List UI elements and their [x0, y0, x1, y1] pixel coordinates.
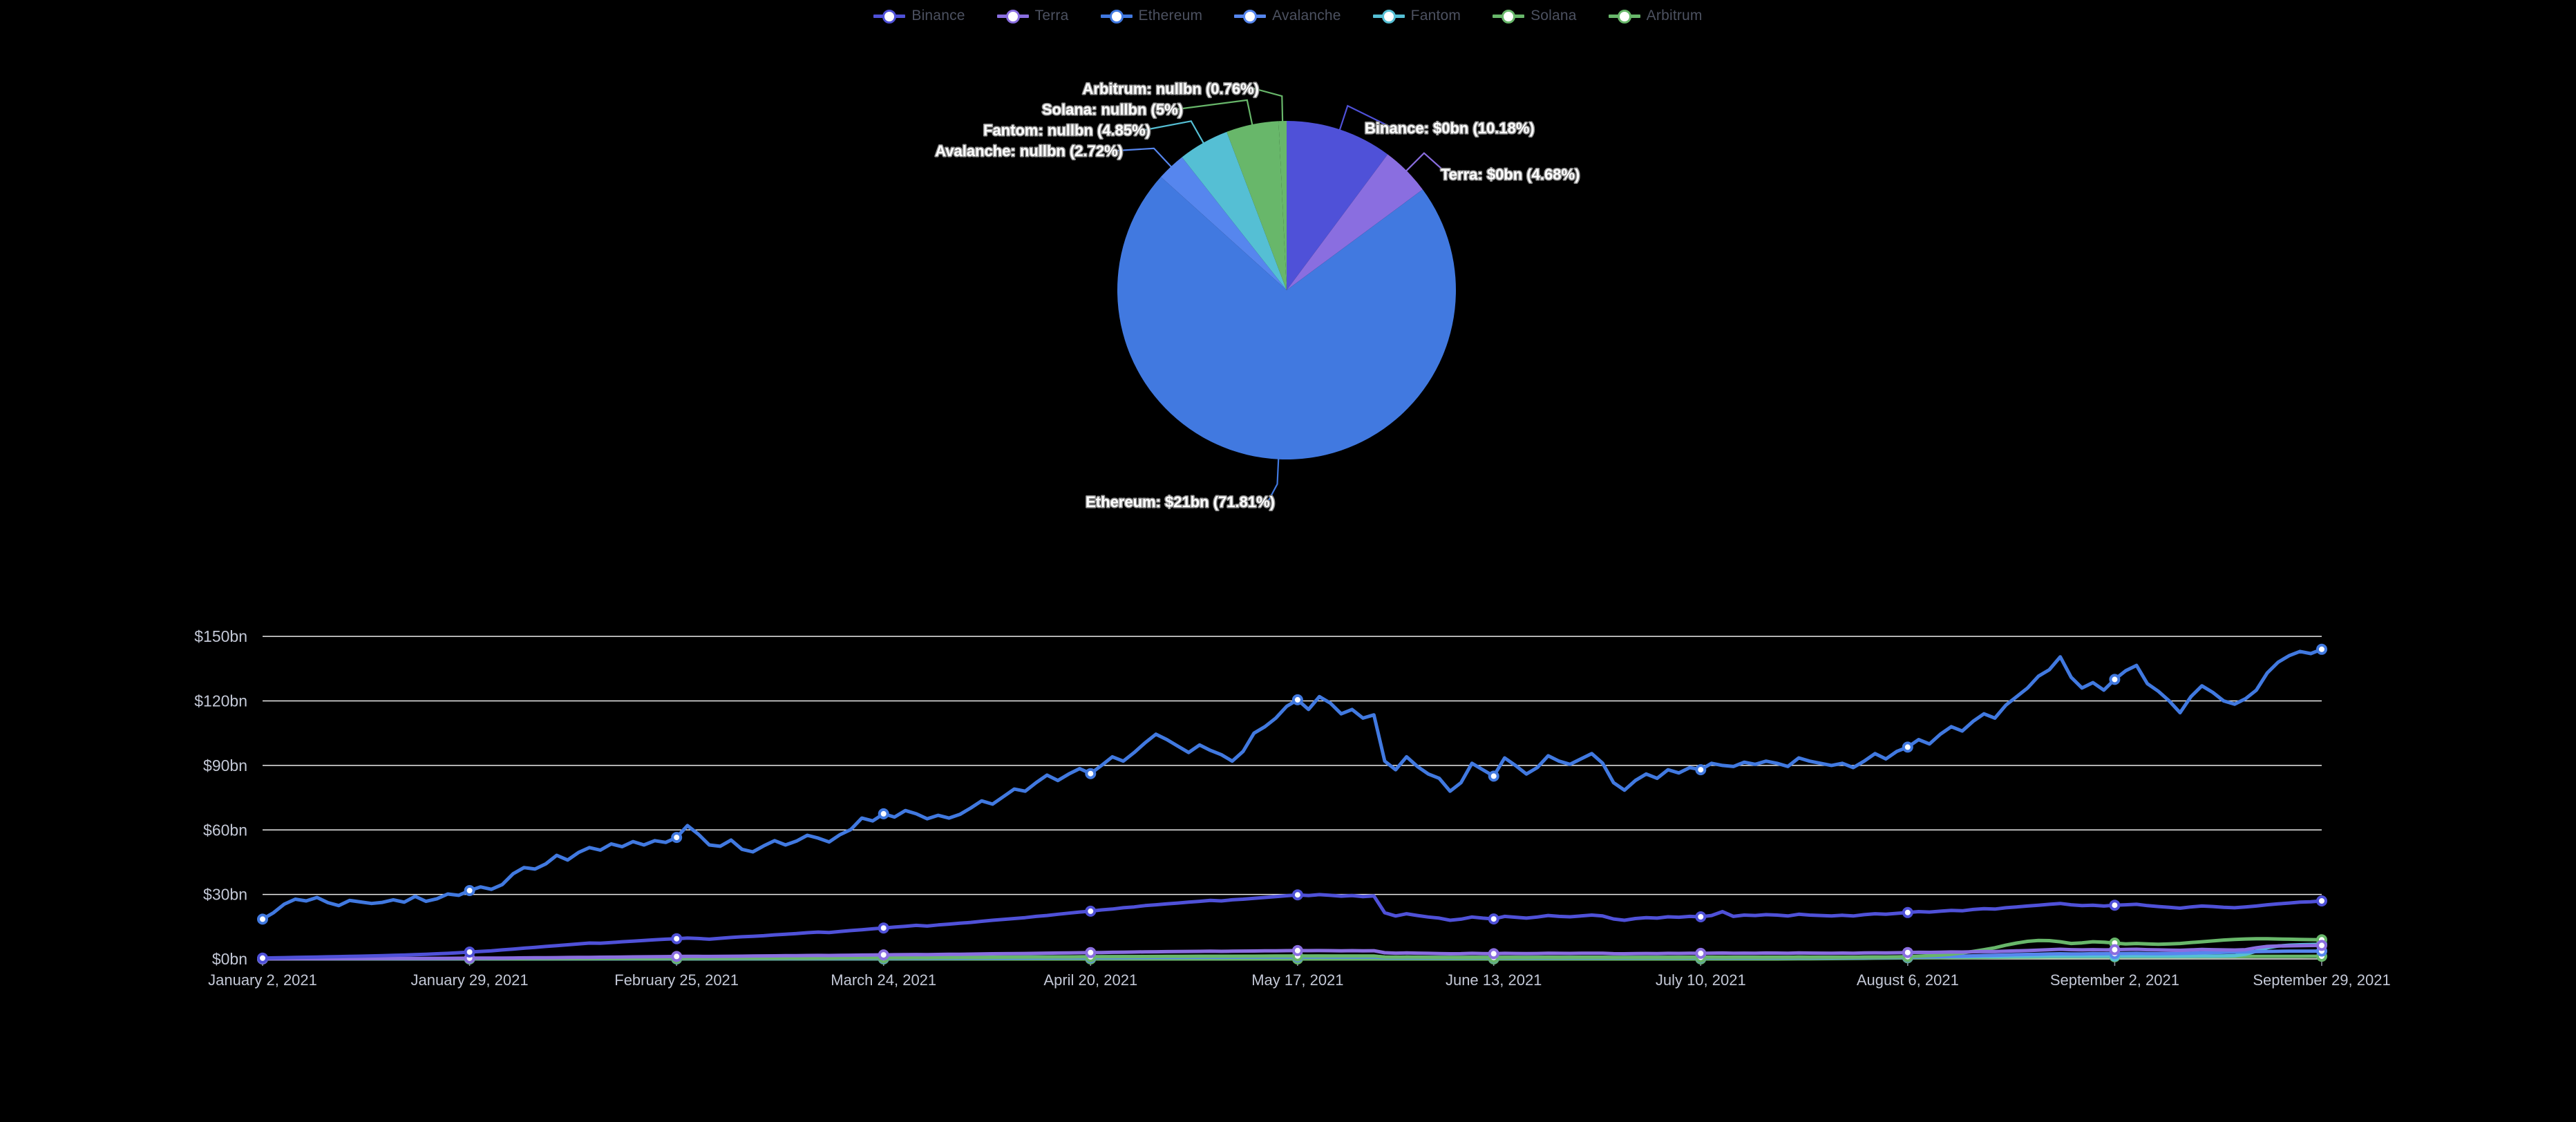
x-axis-tick-label: June 13, 2021 — [1446, 971, 1542, 989]
y-axis-tick-label: $90bn — [203, 757, 247, 774]
legend-item-label: Terra — [1034, 8, 1069, 23]
pie-leader-line — [1338, 104, 1393, 133]
pie-leader-line — [1267, 456, 1280, 502]
y-axis-tick-label: $30bn — [203, 886, 247, 904]
data-point-marker[interactable] — [671, 933, 683, 944]
y-axis-tick-label: $120bn — [194, 692, 247, 710]
series-marker-icon — [1608, 8, 1640, 23]
data-point-marker[interactable] — [1291, 694, 1303, 705]
legend-item-binance[interactable]: Binance — [873, 8, 965, 24]
series-marker-icon — [1234, 8, 1267, 23]
series-marker-icon — [873, 8, 906, 23]
series-marker-icon — [1493, 8, 1525, 23]
pie-slice-ethereum[interactable] — [1117, 177, 1456, 459]
pie-chart-panel: Binance: $0bn (10.18%) Terra: $0bn (4.68%… — [0, 28, 2576, 511]
x-axis-tick-label: April 20, 2021 — [1043, 971, 1137, 989]
pie-slice-label-fantom: Fantom: nullbn (4.85%) — [983, 122, 1150, 139]
x-axis-tick-label: March 24, 2021 — [831, 971, 936, 989]
pie-slice-label-solana: Solana: nullbn (5%) — [1042, 101, 1183, 118]
data-point-marker[interactable] — [878, 922, 889, 934]
legend-item-label: Avalanche — [1272, 8, 1341, 23]
data-point-marker[interactable] — [2109, 900, 2121, 911]
legend-item-label: Ethereum — [1138, 8, 1203, 23]
y-axis-tick-label: $60bn — [203, 821, 247, 839]
data-point-marker[interactable] — [671, 951, 683, 962]
data-point-marker[interactable] — [2109, 674, 2121, 685]
line-series-binance — [261, 893, 2324, 960]
legend-item-label: Solana — [1531, 8, 1577, 23]
legend-item-fantom[interactable]: Fantom — [1372, 8, 1461, 24]
pie-slice-label-avalanche: Avalanche: nullbn (2.72%) — [935, 142, 1123, 160]
legend-item-label: Binance — [911, 8, 965, 23]
pie-leader-line — [1253, 87, 1284, 124]
legend-item-label: Arbitrum — [1646, 8, 1703, 23]
x-axis-tick-label: January 2, 2021 — [208, 971, 317, 989]
x-axis-tick-label: September 2, 2021 — [2050, 971, 2179, 989]
data-point-marker[interactable] — [1488, 913, 1499, 925]
data-point-marker[interactable] — [2316, 643, 2327, 655]
legend-item-avalanche[interactable]: Avalanche — [1234, 8, 1341, 24]
data-point-marker[interactable] — [1488, 948, 1499, 960]
x-axis-tick-label: February 25, 2021 — [614, 971, 739, 989]
data-point-marker[interactable] — [1902, 741, 1913, 753]
legend-item-label: Fantom — [1410, 8, 1461, 23]
data-point-marker[interactable] — [257, 913, 268, 925]
x-axis-tick-label: September 29, 2021 — [2253, 971, 2390, 989]
pie-slice-avalanche[interactable] — [1160, 157, 1287, 290]
data-point-marker[interactable] — [1902, 947, 1913, 958]
line-chart-panel: $0bn $30bn $60bn $90bn $120bn $150bn January 2… — [0, 580, 2576, 1064]
pie-slice-arbitrum[interactable] — [1278, 121, 1287, 290]
data-point-marker[interactable] — [1085, 905, 1097, 917]
pie-slice-label-arbitrum: Arbitrum: nullbn (0.76%) — [1083, 80, 1259, 97]
pie-leader-line — [1403, 152, 1448, 175]
data-point-marker[interactable] — [2316, 895, 2327, 906]
x-axis-tick-label: August 6, 2021 — [1857, 971, 1959, 989]
series-marker-icon — [996, 8, 1029, 23]
pie-slice-label-binance: Binance: $0bn (10.18%) — [1365, 120, 1535, 137]
data-point-marker[interactable] — [257, 952, 268, 964]
pie-leader-line — [1177, 99, 1254, 128]
legend-item-solana[interactable]: Solana — [1493, 8, 1577, 24]
y-axis-tick-label: $0bn — [212, 950, 247, 968]
data-point-marker[interactable] — [1085, 768, 1097, 779]
pie-slice-fantom[interactable] — [1182, 131, 1287, 290]
pie-slice-binance[interactable] — [1287, 121, 1388, 290]
x-axis-tick-label: July 10, 2021 — [1656, 971, 1746, 989]
y-axis-tick-label: $150bn — [194, 627, 247, 645]
data-point-marker[interactable] — [2316, 940, 2327, 951]
x-axis-tick-label: May 17, 2021 — [1251, 971, 1343, 989]
data-point-marker[interactable] — [1695, 764, 1707, 776]
legend-item-terra[interactable]: Terra — [996, 8, 1069, 24]
data-point-marker[interactable] — [1902, 906, 1913, 918]
pie-chart: Binance: $0bn (10.18%) Terra: $0bn (4.68%… — [934, 79, 1581, 511]
data-point-marker[interactable] — [464, 947, 475, 958]
line-series-ethereum — [261, 647, 2324, 921]
data-point-marker[interactable] — [464, 885, 475, 896]
data-point-marker[interactable] — [1291, 944, 1303, 956]
pie-slice-label-ethereum: Ethereum: $21bn (71.81%) — [1086, 493, 1275, 511]
data-point-marker[interactable] — [1695, 911, 1707, 922]
data-point-marker[interactable] — [878, 949, 889, 961]
legend-item-ethereum[interactable]: Ethereum — [1100, 8, 1203, 24]
series-marker-icon — [1100, 8, 1133, 23]
data-point-marker[interactable] — [878, 808, 889, 819]
data-point-marker[interactable] — [1085, 947, 1097, 958]
data-point-marker[interactable] — [2109, 944, 2121, 955]
data-point-marker[interactable] — [1488, 770, 1499, 782]
legend-item-arbitrum[interactable]: Arbitrum — [1608, 8, 1703, 24]
data-point-marker[interactable] — [1291, 889, 1303, 901]
pie-slice-solana[interactable] — [1227, 121, 1287, 290]
line-chart: $0bn $30bn $60bn $90bn $120bn $150bn January 2… — [194, 627, 2390, 989]
pie-leader-line — [1144, 120, 1206, 146]
chart-legend: Binance Terra Ethereum Avalanche Fantom Solan… — [0, 6, 2576, 26]
data-point-marker[interactable] — [671, 832, 683, 844]
pie-leader-line — [1117, 147, 1174, 169]
pie-slice-label-terra: Terra: $0bn (4.68%) — [1441, 166, 1580, 183]
pie-slice-terra[interactable] — [1287, 154, 1423, 290]
data-point-marker[interactable] — [1695, 947, 1707, 959]
series-marker-icon — [1372, 8, 1405, 23]
x-axis-tick-label: January 29, 2021 — [411, 971, 529, 989]
